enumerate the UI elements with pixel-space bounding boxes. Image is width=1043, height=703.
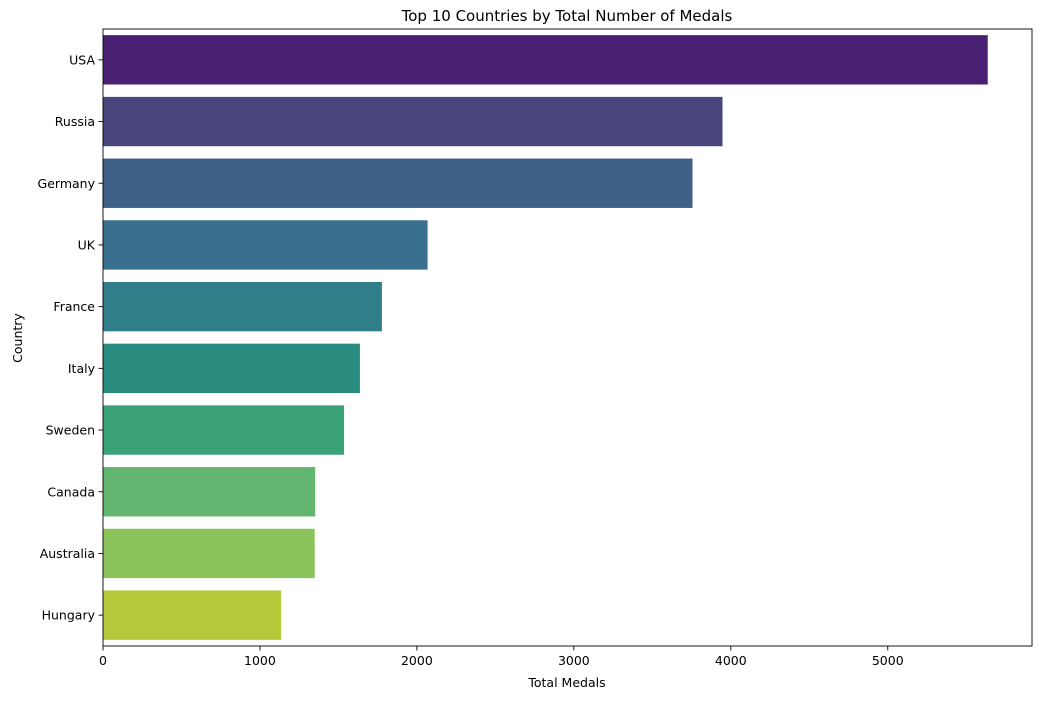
bars-layer — [103, 35, 988, 640]
chart-title: Top 10 Countries by Total Number of Meda… — [401, 7, 733, 25]
y-axis-label: Country — [10, 313, 25, 363]
bar-australia — [103, 528, 315, 579]
y-tick-label: Sweden — [46, 423, 95, 438]
y-tick-label: Germany — [38, 176, 96, 191]
y-tick-label: Russia — [55, 114, 95, 129]
bar-italy — [103, 343, 360, 394]
y-axis: USA Russia Germany UK France Italy Sweden Canad… — [38, 52, 103, 623]
bar-russia — [103, 96, 723, 147]
bar-usa — [103, 35, 988, 85]
y-tick-label: France — [53, 299, 95, 314]
y-tick-label: USA — [69, 52, 95, 67]
y-tick-label: UK — [78, 237, 96, 252]
x-tick-label: 4000 — [715, 653, 747, 668]
y-tick-label: Hungary — [42, 608, 96, 623]
x-axis: 0 1000 2000 3000 4000 5000 — [99, 646, 904, 668]
bar-sweden — [103, 405, 345, 455]
bar-uk — [103, 220, 428, 270]
x-tick-label: 3000 — [558, 653, 590, 668]
y-tick-label: Italy — [68, 361, 96, 376]
x-axis-label: Total Medals — [527, 675, 605, 690]
x-tick-label: 1000 — [244, 653, 276, 668]
x-tick-label: 5000 — [872, 653, 904, 668]
bar-hungary — [103, 590, 282, 640]
bar-france — [103, 281, 382, 332]
y-tick-label: Australia — [40, 546, 95, 561]
x-tick-label: 2000 — [401, 653, 433, 668]
bar-germany — [103, 158, 693, 208]
plot-frame — [102, 28, 1033, 647]
y-tick-label: Canada — [47, 484, 95, 499]
x-tick-label: 0 — [99, 653, 107, 668]
bar-canada — [103, 467, 316, 517]
